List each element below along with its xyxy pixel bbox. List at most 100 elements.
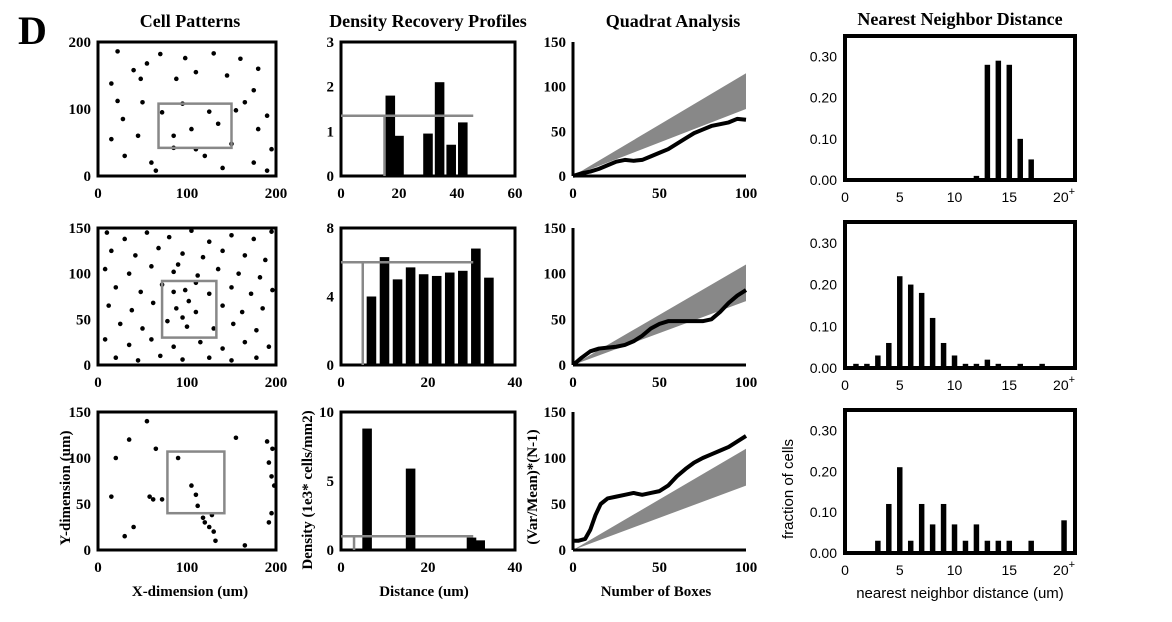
- random-expectation-band: [573, 73, 746, 176]
- x-tick-label: 50: [652, 560, 667, 576]
- cell-dot: [144, 418, 150, 424]
- nnd-bar: [962, 540, 969, 553]
- cell-dot: [229, 233, 234, 238]
- random-expectation-band: [573, 448, 746, 550]
- cell-dot: [109, 494, 114, 499]
- cell-dot: [150, 300, 156, 306]
- plot-frame: [96, 226, 278, 367]
- cell-pattern-row-3: 0 100 200 0 50 100 150: [69, 405, 288, 576]
- cell-dot: [126, 271, 132, 276]
- cell-dot: [242, 253, 248, 258]
- nnd-bar: [1028, 540, 1034, 553]
- cell-dot: [236, 271, 241, 276]
- cell-dot: [149, 264, 154, 269]
- tick-labels: 0 100 200 0 100 200: [69, 35, 288, 202]
- cell-dot: [189, 126, 194, 132]
- nnd-bar: [897, 467, 903, 553]
- cell-dot: [129, 307, 135, 313]
- nnd-bar: [973, 524, 980, 553]
- cell-dot: [104, 230, 110, 235]
- cell-dot: [255, 126, 261, 132]
- y-tick-label: 0.30: [810, 235, 837, 251]
- cell-dot: [202, 153, 208, 159]
- cell-dot: [115, 49, 120, 54]
- cell-dot: [140, 326, 145, 331]
- y-tick-label: 0: [559, 169, 567, 185]
- cell-dot: [269, 229, 274, 234]
- cell-pattern-row-1: 0 100 200 0 100 200: [69, 35, 288, 202]
- y-tick-label: 150: [544, 35, 567, 51]
- tick-labels: 0 20 40 0 4 8: [327, 221, 523, 391]
- plot-frame: [339, 410, 517, 552]
- nnd-bar: [918, 503, 925, 553]
- nnd-bar: [973, 363, 980, 368]
- cell-dot: [198, 339, 203, 345]
- cell-dot: [230, 321, 236, 327]
- cell-dot: [266, 344, 272, 350]
- y-tick-label: 100: [544, 80, 567, 96]
- y-tick-label: 100: [69, 102, 92, 118]
- title-quadrat: Quadrat Analysis: [606, 11, 741, 31]
- nnd-bar: [984, 359, 991, 368]
- cell-dot: [264, 168, 270, 173]
- plot-frame: [96, 40, 278, 178]
- cell-dot: [153, 168, 159, 173]
- cell-dot: [264, 439, 270, 444]
- y-tick-label: 0.20: [810, 90, 837, 106]
- cell-dot: [242, 543, 248, 548]
- drp-row-3: 0 20 40 0 5 10: [319, 405, 523, 576]
- x-tick-label: 100: [176, 186, 199, 202]
- y-tick-label: 8: [327, 221, 335, 237]
- y-tick-label: 50: [551, 312, 566, 328]
- cell-dot: [211, 529, 216, 534]
- cell-dot: [215, 266, 221, 272]
- tick-labels: 0 20 40 0 5 10: [319, 405, 523, 576]
- tick-labels: 0 50 100 0 50 100 150: [544, 405, 758, 576]
- nnd-bar: [940, 342, 947, 368]
- nnd-bar: [1028, 159, 1034, 180]
- nnd-row-3: 0 5 10 15 20+ 0.00 0.10 0.20 0.30: [810, 408, 1077, 578]
- tick-labels: 0 5 10 15 20+ 0.00 0.10 0.20 0.30: [810, 235, 1075, 393]
- cell-dot: [102, 337, 108, 342]
- y-tick-label: 50: [551, 497, 566, 513]
- cell-dot: [120, 116, 126, 122]
- nnd-bar: [984, 540, 991, 553]
- plot-frame: [843, 34, 1077, 182]
- x-tick-label: 60: [508, 186, 523, 202]
- tick-labels: 0 50 100 0 50 100 150: [544, 35, 758, 202]
- y-tick-label: 0: [84, 543, 92, 559]
- y-tick-label: 0.10: [810, 504, 837, 520]
- cell-dot: [113, 455, 119, 461]
- x-tick-label: 40: [508, 560, 523, 576]
- y-tick-label: 50: [551, 124, 566, 140]
- cell-dot: [211, 326, 216, 331]
- cell-dot: [206, 524, 212, 530]
- cell-y-label: Y-dimension (um): [58, 431, 74, 546]
- cell-dot: [109, 248, 114, 254]
- y-tick-label: 150: [544, 405, 567, 421]
- cell-dot: [229, 285, 234, 290]
- cell-dot: [117, 321, 123, 327]
- cell-dot: [200, 515, 206, 521]
- sampling-box: [166, 450, 226, 515]
- drp-row-1: 0 20 40 60 0 1 2 3: [327, 35, 523, 202]
- x-tick-label: 100: [176, 375, 199, 391]
- nnd-x-label: nearest neighbor distance (um): [856, 585, 1064, 602]
- y-tick-label: 100: [544, 267, 567, 283]
- y-tick-label: 0: [327, 543, 335, 559]
- cell-dot: [266, 520, 272, 525]
- x-tick-label: 200: [265, 560, 288, 576]
- x-tick-label: 20: [392, 186, 407, 202]
- x-tick-label: 0: [337, 186, 345, 202]
- nnd-bar: [995, 540, 1002, 553]
- nnd-bar: [875, 540, 881, 553]
- y-tick-label: 200: [69, 35, 92, 51]
- cell-dot: [182, 287, 188, 293]
- cell-dot: [255, 66, 261, 72]
- quadrat-row-1: 0 50 100 0 50 100 150: [544, 35, 758, 202]
- nnd-bar: [907, 540, 914, 553]
- density-bar: [475, 540, 485, 550]
- cell-dot: [251, 236, 257, 242]
- x-tick-label: 50: [652, 186, 667, 202]
